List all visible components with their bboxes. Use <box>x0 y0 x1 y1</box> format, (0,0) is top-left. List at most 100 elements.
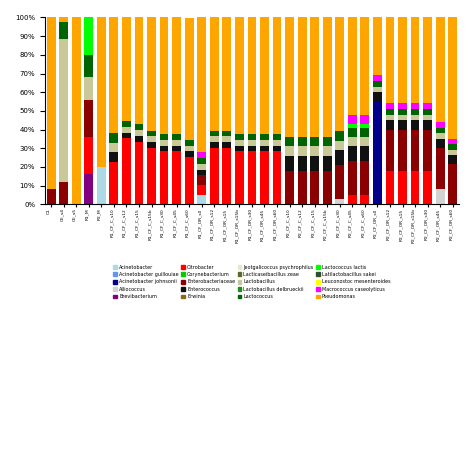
Bar <box>47 18 55 189</box>
Bar <box>361 128 369 137</box>
Bar <box>436 148 445 189</box>
Bar <box>448 18 457 139</box>
Bar <box>436 128 445 133</box>
Bar <box>197 194 206 204</box>
Bar <box>84 137 93 174</box>
Bar <box>410 109 419 115</box>
Bar <box>84 55 93 77</box>
Bar <box>336 150 344 165</box>
Bar <box>135 142 143 204</box>
Bar <box>247 140 256 146</box>
Bar <box>109 152 118 162</box>
Bar <box>348 18 357 115</box>
Bar <box>109 18 118 133</box>
Bar <box>373 92 382 101</box>
Bar <box>361 137 369 146</box>
Bar <box>185 146 193 151</box>
Bar <box>436 133 445 139</box>
Bar <box>172 151 181 204</box>
Bar <box>122 18 131 121</box>
Bar <box>273 140 282 146</box>
Bar <box>348 195 357 204</box>
Bar <box>59 18 68 22</box>
Bar <box>398 120 407 129</box>
Bar <box>197 164 206 170</box>
Bar <box>235 135 244 140</box>
Bar <box>310 171 319 204</box>
Bar <box>348 161 357 195</box>
Bar <box>361 161 369 195</box>
Bar <box>147 142 156 147</box>
Bar <box>197 158 206 164</box>
Bar <box>410 18 419 103</box>
Bar <box>135 125 143 130</box>
Bar <box>273 135 282 140</box>
Bar <box>122 127 131 133</box>
Bar <box>410 115 419 120</box>
Bar <box>210 18 219 131</box>
Bar <box>323 171 332 204</box>
Bar <box>285 146 294 155</box>
Bar <box>97 167 106 204</box>
Bar <box>109 133 118 143</box>
Bar <box>298 18 307 137</box>
Bar <box>172 18 181 135</box>
Bar <box>361 146 369 161</box>
Bar <box>323 146 332 155</box>
Bar <box>235 140 244 146</box>
Bar <box>285 155 294 171</box>
Bar <box>260 135 269 140</box>
Bar <box>147 147 156 204</box>
Bar <box>147 131 156 137</box>
Bar <box>185 140 193 146</box>
Bar <box>235 146 244 151</box>
Bar <box>197 170 206 175</box>
Bar <box>361 124 369 128</box>
Bar <box>448 155 457 164</box>
Bar <box>398 115 407 120</box>
Bar <box>423 115 432 120</box>
Bar <box>448 150 457 155</box>
Bar <box>298 137 307 146</box>
Bar <box>59 22 68 39</box>
Bar <box>436 122 445 128</box>
Bar <box>273 146 282 151</box>
Bar <box>361 115 369 124</box>
Bar <box>222 131 231 137</box>
Bar <box>373 75 382 81</box>
Bar <box>260 140 269 146</box>
Bar <box>160 18 168 135</box>
Bar <box>235 18 244 135</box>
Bar <box>310 137 319 146</box>
Bar <box>160 151 168 204</box>
Bar <box>185 157 193 204</box>
Bar <box>336 18 344 131</box>
Bar <box>385 109 394 115</box>
Bar <box>97 18 106 167</box>
Bar <box>310 18 319 137</box>
Bar <box>410 120 419 129</box>
Bar <box>323 137 332 146</box>
Bar <box>398 18 407 103</box>
Bar <box>336 165 344 199</box>
Bar <box>436 189 445 204</box>
Bar <box>298 155 307 171</box>
Bar <box>385 103 394 109</box>
Bar <box>222 147 231 204</box>
Bar <box>222 18 231 131</box>
Bar <box>323 18 332 137</box>
Bar <box>197 175 206 185</box>
Legend: Acinetobacter, Acinetobacter guillouiae, Acinetobacter johnsonii, Alliococcus, B: Acinetobacter, Acinetobacter guillouiae,… <box>111 263 392 301</box>
Bar <box>373 18 382 75</box>
Bar <box>410 103 419 109</box>
Bar <box>172 135 181 140</box>
Bar <box>448 145 457 150</box>
Bar <box>160 135 168 140</box>
Bar <box>84 100 93 137</box>
Bar <box>172 146 181 151</box>
Bar <box>285 171 294 204</box>
Bar <box>348 124 357 128</box>
Bar <box>185 18 193 140</box>
Bar <box>135 130 143 136</box>
Bar <box>373 81 382 87</box>
